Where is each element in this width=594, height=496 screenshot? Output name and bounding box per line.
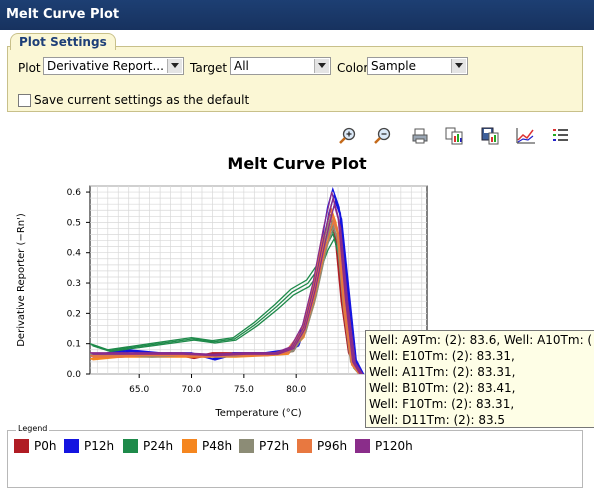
x-tick-label: 70.0 bbox=[181, 385, 201, 395]
series-line-P120h bbox=[91, 198, 362, 374]
target-value: All bbox=[234, 59, 249, 73]
tooltip-line: Well: F10Tm: (2): 83.31, bbox=[369, 397, 515, 411]
chevron-down-icon[interactable] bbox=[314, 59, 329, 73]
legend-label: P72h bbox=[259, 439, 290, 453]
chart-title: Melt Curve Plot bbox=[227, 154, 367, 173]
plot-type-value: Derivative Report... bbox=[47, 59, 164, 73]
save-icon[interactable] bbox=[481, 127, 499, 145]
target-label: Target bbox=[190, 61, 228, 75]
y-tick-label: 0.3 bbox=[67, 279, 81, 289]
color-select[interactable]: Sample bbox=[367, 57, 468, 75]
legend-label: P12h bbox=[84, 439, 115, 453]
tooltip-line: Well: E10Tm: (2): 83.31, bbox=[369, 349, 515, 363]
legend-label: P120h bbox=[375, 439, 413, 453]
legend-title: Legend bbox=[16, 424, 50, 433]
legend-swatch bbox=[297, 439, 312, 453]
y-tick-label: 0.4 bbox=[67, 249, 82, 259]
legend-swatch bbox=[182, 439, 197, 453]
target-select[interactable]: All bbox=[230, 57, 331, 75]
y-tick-label: 0.5 bbox=[67, 218, 81, 228]
legend-swatch bbox=[14, 439, 29, 453]
tooltip-line: Well: B10Tm: (2): 83.41, bbox=[369, 381, 516, 395]
series-line-P120h bbox=[92, 202, 364, 374]
series-line-P120h bbox=[90, 191, 361, 374]
window-title-bar: Melt Curve Plot bbox=[0, 0, 594, 30]
y-axis-label: Derivative Reporter (−Rn') bbox=[16, 213, 27, 347]
chevron-down-icon[interactable] bbox=[451, 59, 466, 73]
legend-swatch bbox=[355, 439, 370, 453]
chevron-down-icon[interactable] bbox=[167, 59, 182, 73]
y-tick-label: 0.1 bbox=[67, 340, 81, 350]
legend-label: P96h bbox=[317, 439, 348, 453]
plot-settings-tab[interactable]: Plot Settings bbox=[10, 33, 116, 50]
zoom-in-icon[interactable] bbox=[339, 127, 357, 145]
copy-icon[interactable] bbox=[445, 127, 463, 145]
legend-label: P48h bbox=[202, 439, 233, 453]
x-axis-label: Temperature (°C) bbox=[214, 408, 301, 419]
zoom-out-icon[interactable] bbox=[374, 127, 392, 145]
tooltip-line: Well: D11Tm: (2): 83.5 bbox=[369, 413, 506, 427]
tooltip-line: Well: A9Tm: (2): 83.6, Well: A10Tm: ( bbox=[369, 333, 593, 347]
y-tick-label: 0.0 bbox=[67, 370, 82, 380]
well-tooltip: Well: A9Tm: (2): 83.6, Well: A10Tm: ( We… bbox=[365, 330, 594, 428]
legend-swatch bbox=[64, 439, 79, 453]
x-tick-label: 75.0 bbox=[234, 385, 254, 395]
color-value: Sample bbox=[371, 59, 416, 73]
save-default-checkbox[interactable] bbox=[18, 94, 31, 107]
plot-properties-icon[interactable] bbox=[516, 127, 535, 145]
tooltip-line: Well: A11Tm: (2): 83.31, bbox=[369, 365, 516, 379]
color-label: Color bbox=[337, 61, 369, 75]
y-tick-label: 0.2 bbox=[67, 309, 81, 319]
print-icon[interactable] bbox=[411, 127, 429, 145]
x-tick-label: 80.0 bbox=[286, 385, 306, 395]
legend-box bbox=[7, 430, 583, 488]
window-title: Melt Curve Plot bbox=[6, 7, 120, 22]
legend-swatch bbox=[123, 439, 138, 453]
save-default-label: Save current settings as the default bbox=[34, 93, 250, 107]
legend-label: P0h bbox=[34, 439, 57, 453]
list-icon[interactable] bbox=[552, 127, 570, 145]
legend-label: P24h bbox=[143, 439, 174, 453]
x-tick-label: 65.0 bbox=[129, 385, 149, 395]
plot-label: Plot bbox=[18, 61, 41, 75]
legend-swatch bbox=[239, 439, 254, 453]
y-tick-label: 0.6 bbox=[67, 188, 82, 198]
plot-type-select[interactable]: Derivative Report... bbox=[43, 57, 184, 75]
